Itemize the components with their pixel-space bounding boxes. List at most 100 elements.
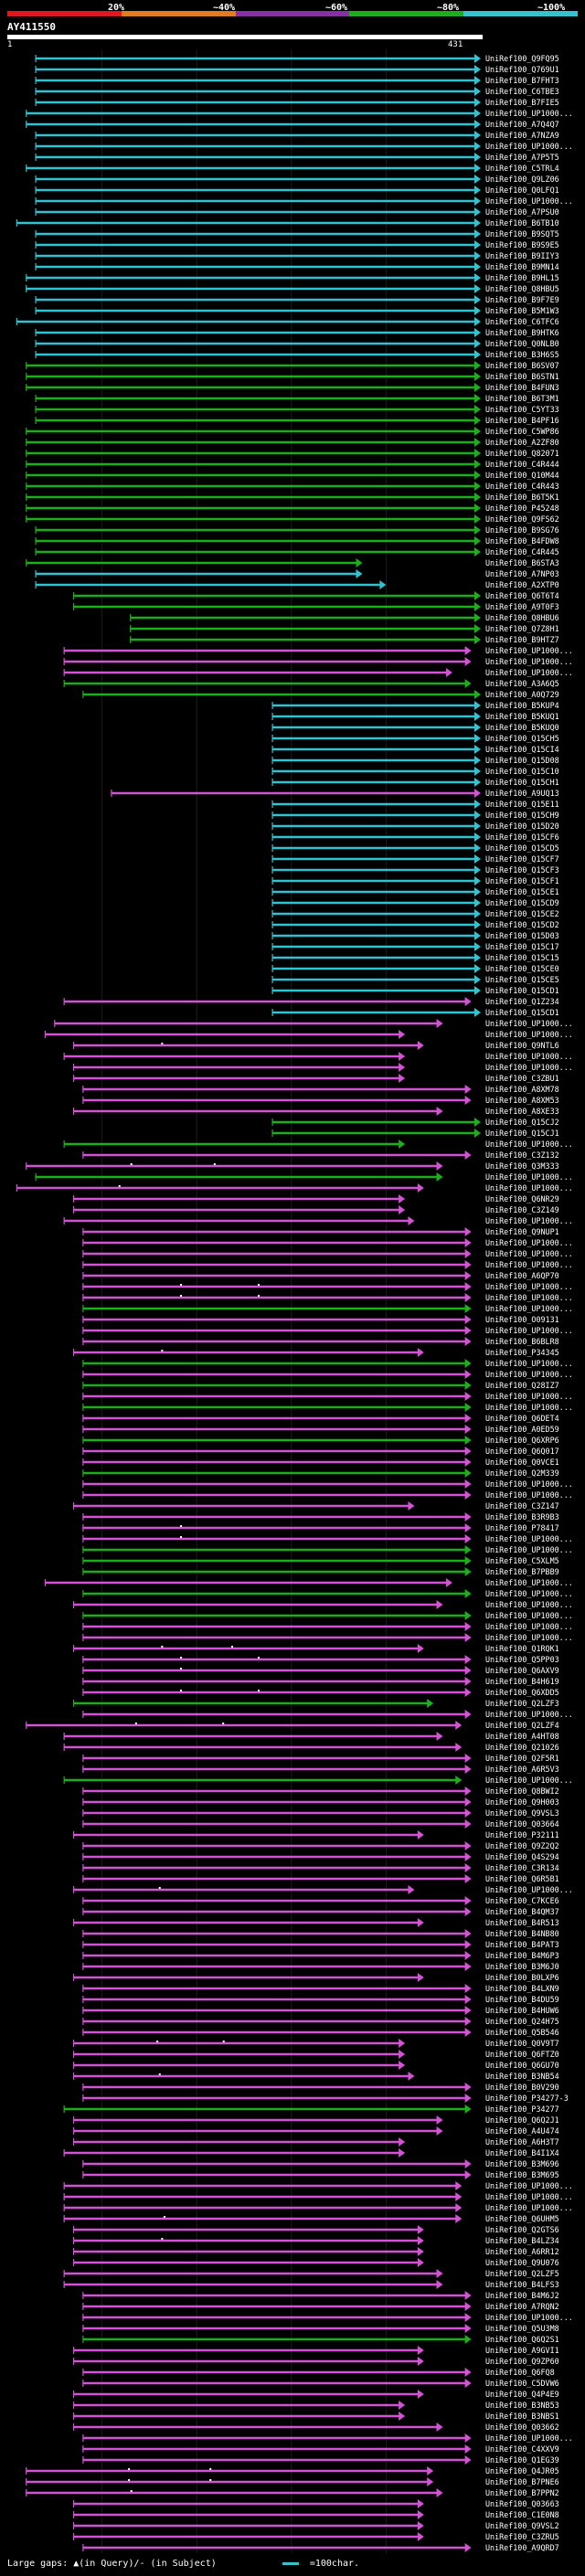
- hit-label[interactable]: UniRef100_Q9NTL6: [485, 1041, 559, 1050]
- hit-label[interactable]: UniRef100_UP1000...: [485, 109, 573, 118]
- hit-row[interactable]: UniRef100_Q0LFQ1: [35, 186, 559, 195]
- hit-row[interactable]: UniRef100_B4FUN3: [26, 383, 559, 392]
- hit-label[interactable]: UniRef100_C1E0N8: [485, 2510, 559, 2519]
- hit-row[interactable]: UniRef100_UP1000...: [82, 1370, 573, 1379]
- hit-row[interactable]: UniRef100_O09131: [82, 1315, 559, 1324]
- hit-row[interactable]: UniRef100_Q6R5B1: [82, 1874, 559, 1883]
- hit-label[interactable]: UniRef100_Q6Q2S1: [485, 2335, 559, 2344]
- hit-row[interactable]: UniRef100_Q5PP03: [82, 1655, 559, 1664]
- hit-row[interactable]: UniRef100_UP1000...: [63, 668, 573, 677]
- hit-label[interactable]: UniRef100_Q15CF1: [485, 876, 559, 885]
- hit-label[interactable]: UniRef100_Q15CD1: [485, 1008, 559, 1017]
- hit-row[interactable]: UniRef100_Q15CE2: [271, 909, 559, 918]
- hit-label[interactable]: UniRef100_UP1000...: [485, 1326, 573, 1335]
- hit-label[interactable]: UniRef100_UP1000...: [485, 646, 573, 655]
- hit-row[interactable]: UniRef100_B5M1W3: [35, 306, 559, 315]
- hit-label[interactable]: UniRef100_Q5PP03: [485, 1655, 559, 1664]
- hit-row[interactable]: UniRef100_B3NBS1: [72, 2412, 559, 2421]
- hit-label[interactable]: UniRef100_B4H619: [485, 1677, 559, 1686]
- hit-label[interactable]: UniRef100_B3R9B3: [485, 1512, 559, 1521]
- hit-row[interactable]: UniRef100_A6H3T7: [72, 2137, 559, 2147]
- hit-row[interactable]: UniRef100_Q6FTZ0: [72, 2050, 559, 2059]
- hit-label[interactable]: UniRef100_Q10M44: [485, 471, 559, 480]
- hit-row[interactable]: UniRef100_Q0NLB0: [35, 339, 559, 348]
- hit-label[interactable]: UniRef100_Q0VCE1: [485, 1458, 559, 1467]
- hit-row[interactable]: UniRef100_B3M6J0: [82, 1962, 559, 1971]
- hit-row[interactable]: UniRef100_UP1000...: [82, 1260, 573, 1269]
- hit-row[interactable]: UniRef100_Q15D03: [271, 931, 559, 940]
- hit-label[interactable]: UniRef100_UP1000...: [485, 1249, 573, 1258]
- hit-label[interactable]: UniRef100_UP1000...: [485, 1403, 573, 1412]
- hit-row[interactable]: UniRef100_B9HTK6: [35, 328, 559, 337]
- hit-label[interactable]: UniRef100_Q15CH5: [485, 734, 559, 743]
- hit-label[interactable]: UniRef100_Q9U076: [485, 2258, 559, 2267]
- hit-label[interactable]: UniRef100_B9HL15: [485, 273, 559, 282]
- hit-row[interactable]: UniRef100_Q03663: [72, 2499, 559, 2508]
- hit-label[interactable]: UniRef100_Q15D08: [485, 756, 559, 765]
- hit-label[interactable]: UniRef100_C7KCE6: [485, 1896, 559, 1905]
- hit-row[interactable]: UniRef100_Q15CE5: [271, 975, 559, 984]
- hit-row[interactable]: UniRef100_Q9U076: [72, 2258, 559, 2267]
- hit-row[interactable]: UniRef100_B3H6S5: [35, 350, 559, 359]
- hit-row[interactable]: UniRef100_Q10M44: [26, 471, 559, 480]
- hit-row[interactable]: UniRef100_A4U474: [72, 2126, 559, 2136]
- hit-row[interactable]: UniRef100_B4H619: [82, 1677, 559, 1686]
- hit-row[interactable]: UniRef100_A7P5T5: [35, 153, 559, 162]
- hit-row[interactable]: UniRef100_Q15CJ2: [271, 1118, 559, 1127]
- hit-row[interactable]: UniRef100_A6QP70: [82, 1271, 559, 1280]
- hit-row[interactable]: UniRef100_C6TFC6: [16, 317, 559, 326]
- hit-row[interactable]: UniRef100_Q6AXV9: [82, 1666, 559, 1675]
- hit-label[interactable]: UniRef100_Q15E11: [485, 800, 559, 809]
- hit-label[interactable]: UniRef100_Q9VSL3: [485, 1808, 559, 1818]
- hit-label[interactable]: UniRef100_C4R443: [485, 482, 559, 491]
- hit-row[interactable]: UniRef100_Q15CE1: [271, 887, 559, 896]
- hit-label[interactable]: UniRef100_P34277: [485, 2104, 559, 2114]
- hit-row[interactable]: UniRef100_Q6T6T4: [72, 591, 559, 600]
- hit-row[interactable]: UniRef100_UP1000...: [82, 1392, 573, 1401]
- hit-row[interactable]: UniRef100_B5KUQ1: [271, 712, 559, 721]
- hit-label[interactable]: UniRef100_Q9Z2Q2: [485, 1841, 559, 1850]
- hit-row[interactable]: UniRef100_Q6FQ8: [82, 2368, 555, 2377]
- hit-label[interactable]: UniRef100_C3ZRU5: [485, 2532, 559, 2541]
- hit-label[interactable]: UniRef100_B6T5K1: [485, 493, 559, 502]
- hit-row[interactable]: UniRef100_Q6DET4: [82, 1414, 559, 1423]
- hit-label[interactable]: UniRef100_A2XTP0: [485, 580, 559, 589]
- hit-label[interactable]: UniRef100_A7Q4Q7: [485, 120, 559, 129]
- hit-label[interactable]: UniRef100_A6RR12: [485, 2247, 559, 2256]
- hit-label[interactable]: UniRef100_UP1000...: [485, 1172, 573, 1182]
- hit-row[interactable]: UniRef100_Q9Z2Q2: [82, 1841, 559, 1850]
- hit-row[interactable]: UniRef100_B4PF16: [35, 416, 559, 425]
- hit-label[interactable]: UniRef100_Q15CD9: [485, 898, 559, 907]
- hit-label[interactable]: UniRef100_Q15C15: [485, 953, 559, 962]
- hit-label[interactable]: UniRef100_C6TFC6: [485, 317, 559, 326]
- hit-label[interactable]: UniRef100_Q9LZ06: [485, 175, 559, 184]
- hit-row[interactable]: UniRef100_Q1Z234: [63, 997, 559, 1006]
- hit-label[interactable]: UniRef100_Q8BWI2: [485, 1786, 559, 1796]
- hit-label[interactable]: UniRef100_Q2LZF5: [485, 2269, 559, 2278]
- hit-row[interactable]: UniRef100_B6T3M1: [35, 394, 559, 403]
- hit-row[interactable]: UniRef100_Q5B546: [82, 2028, 559, 2037]
- hit-label[interactable]: UniRef100_UP1000...: [485, 1183, 573, 1193]
- hit-label[interactable]: UniRef100_Q6AXV9: [485, 1666, 559, 1675]
- hit-label[interactable]: UniRef100_B4M6P3: [485, 1951, 559, 1960]
- hit-label[interactable]: UniRef100_B3H6S5: [485, 350, 559, 359]
- hit-row[interactable]: UniRef100_Q6XDD5: [82, 1688, 559, 1697]
- hit-label[interactable]: UniRef100_B3M695: [485, 2170, 559, 2179]
- hit-row[interactable]: UniRef100_Q15C17: [271, 942, 559, 951]
- hit-label[interactable]: UniRef100_B4LZ34: [485, 2236, 559, 2245]
- hit-row[interactable]: UniRef100_P32111: [72, 1830, 559, 1839]
- hit-label[interactable]: UniRef100_UP1000...: [485, 1611, 573, 1620]
- hit-label[interactable]: UniRef100_Q03664: [485, 1819, 559, 1829]
- hit-row[interactable]: UniRef100_B7PNE6: [26, 2477, 559, 2486]
- hit-row[interactable]: UniRef100_B4FDW8: [35, 536, 559, 546]
- hit-row[interactable]: UniRef100_A9UQ13: [111, 789, 559, 798]
- hit-row[interactable]: UniRef100_A7PSU0: [35, 207, 559, 217]
- hit-label[interactable]: UniRef100_B4M6J2: [485, 2291, 559, 2300]
- hit-label[interactable]: UniRef100_B0V290: [485, 2083, 559, 2092]
- hit-row[interactable]: UniRef100_A7NZA9: [35, 131, 559, 140]
- hit-label[interactable]: UniRef100_B9SG76: [485, 525, 559, 535]
- hit-label[interactable]: UniRef100_A0ED59: [485, 1425, 559, 1434]
- hit-label[interactable]: UniRef100_UP1000...: [485, 1304, 573, 1313]
- hit-label[interactable]: UniRef100_Q4S294: [485, 1852, 559, 1861]
- hit-label[interactable]: UniRef100_B4I1X4: [485, 2148, 559, 2157]
